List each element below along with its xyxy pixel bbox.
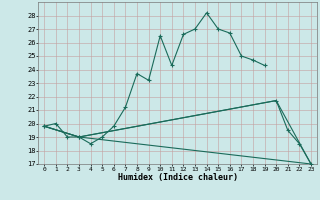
X-axis label: Humidex (Indice chaleur): Humidex (Indice chaleur) [118,173,238,182]
